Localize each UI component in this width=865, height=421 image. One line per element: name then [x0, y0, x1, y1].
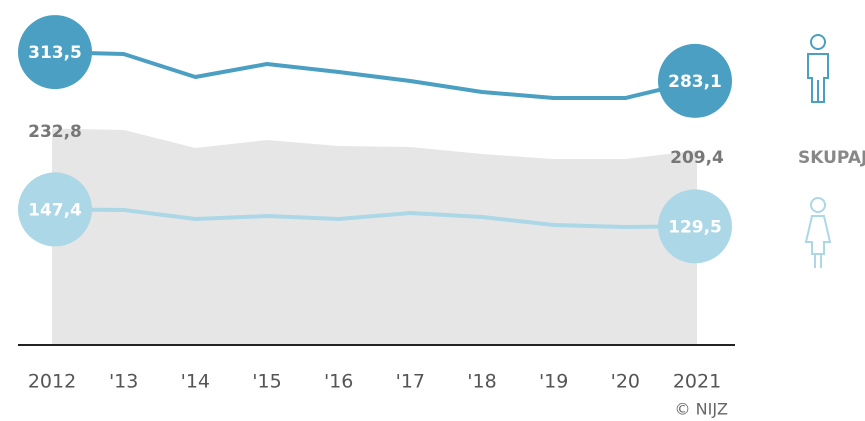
source: © NIJZ: [675, 400, 728, 419]
value-bubble: [658, 189, 732, 264]
value-bubble: [18, 15, 92, 90]
x-tick-label: '20: [611, 371, 640, 393]
line: [51, 207, 698, 230]
x-tick-label: '14: [181, 371, 210, 393]
value-label: 232,8: [28, 122, 82, 142]
value-bubble: [18, 172, 92, 247]
female-icon: [804, 197, 832, 268]
male-icon: [807, 34, 829, 103]
area: [52, 128, 697, 345]
x-tick-label: '17: [396, 371, 425, 393]
x-tick-label: '18: [467, 371, 496, 393]
value-label: 283,1: [668, 72, 722, 92]
series-label: SKUPAJ: [798, 148, 865, 168]
x-tick-label: 2012: [28, 371, 76, 393]
value-label: 129,5: [668, 217, 722, 237]
x-tick-label: '19: [539, 371, 568, 393]
line: [51, 50, 698, 101]
x-tick-label: 2021: [673, 371, 721, 393]
value-label: 147,4: [28, 200, 82, 220]
x-tick-label: '15: [252, 371, 281, 393]
x-tick-label: '16: [324, 371, 353, 393]
value-label: 209,4: [670, 148, 724, 168]
value-bubble: [658, 43, 732, 118]
plot-area: 313,5 283,1 232,8 209,4 147,4 129,5 2012 '13 '14…: [18, 15, 735, 393]
x-tick-label: '13: [109, 371, 138, 393]
value-label: 313,5: [28, 43, 82, 63]
